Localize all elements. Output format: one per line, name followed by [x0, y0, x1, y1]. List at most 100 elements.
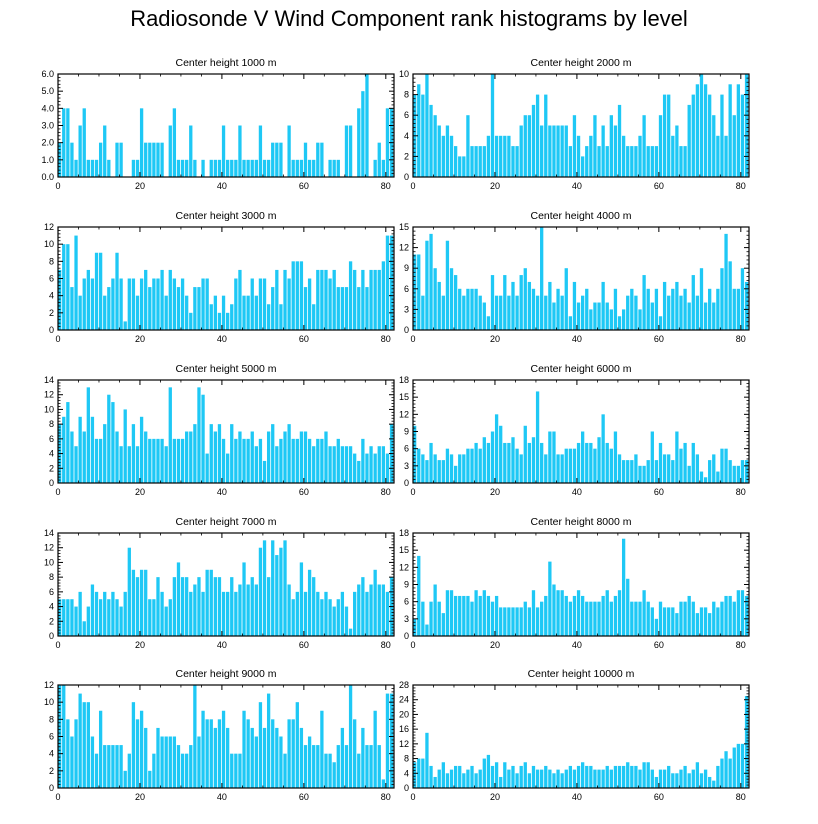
y-tick-label: 6 — [404, 110, 409, 120]
histogram-bar — [724, 595, 728, 636]
histogram-bar — [478, 146, 482, 177]
histogram-bar — [180, 159, 185, 177]
histogram-bar — [353, 719, 357, 788]
histogram-bar — [221, 295, 226, 330]
histogram-bar — [74, 606, 78, 636]
x-tick-label: 60 — [299, 181, 309, 191]
histogram-bar — [312, 577, 316, 636]
histogram-bar — [626, 460, 630, 483]
histogram-bar — [548, 281, 552, 330]
histogram-bar — [433, 776, 437, 788]
histogram-bar — [180, 438, 185, 483]
x-tick-label: 0 — [410, 640, 415, 650]
histogram-bar — [111, 402, 115, 483]
histogram-bar — [630, 765, 634, 788]
histogram-bar — [585, 146, 589, 177]
histogram-bar — [740, 743, 745, 788]
histogram-bar — [523, 425, 527, 483]
histogram-bar — [291, 599, 295, 636]
histogram-bar — [556, 590, 560, 636]
y-tick-label: 0 — [404, 631, 409, 641]
histogram-bar — [552, 125, 556, 177]
histogram-bar — [679, 146, 683, 177]
histogram-bar — [581, 595, 585, 636]
histogram-bar — [156, 438, 160, 483]
panel-title: Center height 4000 m — [531, 210, 632, 222]
histogram-bar — [458, 454, 462, 483]
histogram-bar — [107, 287, 111, 330]
histogram-bar — [564, 125, 568, 177]
histogram-bar — [691, 601, 695, 636]
histogram-bar — [291, 719, 295, 788]
histogram-bar — [275, 446, 279, 483]
histogram-bar — [634, 601, 638, 636]
histogram-bar — [654, 618, 659, 636]
histogram-bar — [449, 268, 454, 330]
histogram-bar — [254, 584, 258, 636]
histogram-bar — [262, 460, 267, 483]
histogram-bar — [589, 765, 593, 788]
histogram-bar — [139, 278, 144, 330]
histogram-bar — [238, 125, 242, 177]
histogram-bar — [474, 146, 478, 177]
histogram-bar — [185, 577, 189, 636]
histogram-bar — [609, 309, 613, 330]
histogram-bar — [658, 769, 663, 788]
histogram-bar — [667, 765, 671, 788]
x-tick-label: 80 — [381, 792, 391, 802]
y-tick-label: 12 — [399, 409, 409, 419]
histogram-bar — [626, 762, 630, 788]
histogram-bar — [98, 252, 103, 330]
histogram-bar — [279, 142, 283, 177]
histogram-bar — [503, 442, 507, 483]
histogram-bar — [303, 431, 308, 483]
histogram-bar — [683, 442, 687, 483]
histogram-bar — [336, 438, 340, 483]
histogram-bar — [197, 387, 201, 483]
histogram-bar — [115, 252, 119, 330]
histogram-bar — [316, 591, 320, 636]
histogram-bar — [589, 135, 593, 177]
histogram-bar — [453, 765, 458, 788]
histogram-bar — [736, 465, 741, 483]
histogram-bar — [531, 765, 536, 788]
panel-title: Center height 8000 m — [531, 516, 632, 528]
y-tick-label: 28 — [399, 680, 409, 690]
histogram-bar — [437, 281, 441, 330]
histogram-bar — [634, 765, 638, 788]
histogram-bar — [287, 125, 291, 177]
histogram-bar — [213, 295, 218, 330]
histogram-bar — [716, 765, 720, 788]
histogram-bar — [462, 454, 466, 483]
y-tick-label: 0 — [404, 325, 409, 335]
histogram-bar — [90, 416, 95, 483]
histogram-bar — [254, 159, 258, 177]
histogram-bar — [266, 693, 271, 788]
histogram-bar — [613, 765, 618, 788]
histogram-bar — [589, 309, 593, 330]
histogram-bar — [708, 288, 712, 330]
histogram-bar — [675, 281, 679, 330]
histogram-bar — [441, 613, 445, 636]
histogram-bar — [127, 446, 131, 483]
histogram-bar — [373, 159, 377, 177]
histogram-bar — [139, 416, 144, 483]
histogram-bar — [609, 448, 613, 483]
histogram-bar — [127, 278, 131, 330]
y-tick-label: 1.0 — [41, 155, 54, 165]
histogram-bar — [675, 773, 679, 788]
histogram-bar — [523, 115, 527, 177]
histogram-bar — [576, 442, 581, 483]
histogram-bar — [160, 142, 164, 177]
y-tick-label: 4 — [404, 131, 409, 141]
histogram-bar — [348, 628, 353, 636]
histogram-bar — [221, 125, 226, 177]
histogram-bar — [148, 287, 152, 330]
histogram-bar — [601, 281, 605, 330]
histogram-bar — [344, 125, 349, 177]
histogram-bar — [246, 438, 250, 483]
histogram-bar — [262, 159, 267, 177]
x-tick-label: 40 — [217, 181, 227, 191]
histogram-bar — [213, 159, 218, 177]
histogram-bar — [209, 424, 213, 483]
